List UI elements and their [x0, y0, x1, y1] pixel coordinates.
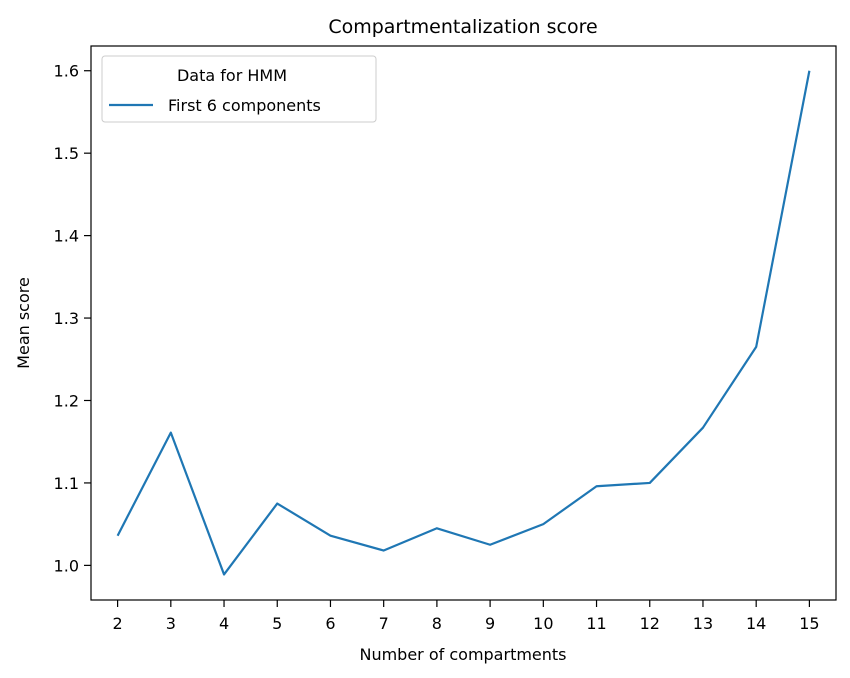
x-tick-label: 13 [693, 614, 713, 633]
x-tick-label: 5 [272, 614, 282, 633]
y-tick-label: 1.3 [54, 309, 79, 328]
y-tick-label: 1.5 [54, 144, 79, 163]
plot-frame [90, 45, 837, 601]
chart-title: Compartmentalization score [328, 16, 597, 38]
x-tick-label: 7 [379, 614, 389, 633]
y-axis: 1.0 1.1 1.2 1.3 1.4 1.5 1.6 [54, 62, 91, 575]
x-tick-label: 8 [432, 614, 442, 633]
legend-box [101, 55, 377, 123]
series-line-first-6-components [116, 70, 811, 576]
legend-entry-first-6-components: First 6 components [168, 96, 321, 115]
x-tick-label: 6 [325, 614, 335, 633]
x-tick-label: 2 [113, 614, 123, 633]
y-tick-label: 1.1 [54, 474, 79, 493]
x-tick-label: 3 [166, 614, 176, 633]
y-tick-label: 1.2 [54, 391, 79, 410]
legend: Data for HMM First 6 components [101, 55, 377, 123]
series-layer [116, 70, 811, 576]
x-tick-label: 4 [219, 614, 229, 633]
y-tick-label: 1.6 [54, 62, 79, 81]
x-tick-label: 15 [799, 614, 819, 633]
x-tick-label: 14 [746, 614, 766, 633]
y-tick-label: 1.4 [54, 227, 79, 246]
x-tick-label: 9 [485, 614, 495, 633]
legend-title: Data for HMM [177, 66, 287, 85]
y-axis-label: Mean score [14, 277, 33, 369]
x-tick-label: 11 [586, 614, 606, 633]
x-axis: 2 3 4 5 6 7 8 9 10 11 12 13 14 15 [113, 600, 820, 633]
x-tick-label: 12 [640, 614, 660, 633]
y-tick-label: 1.0 [54, 556, 79, 575]
x-axis-label: Number of compartments [359, 645, 566, 664]
x-tick-label: 10 [533, 614, 553, 633]
